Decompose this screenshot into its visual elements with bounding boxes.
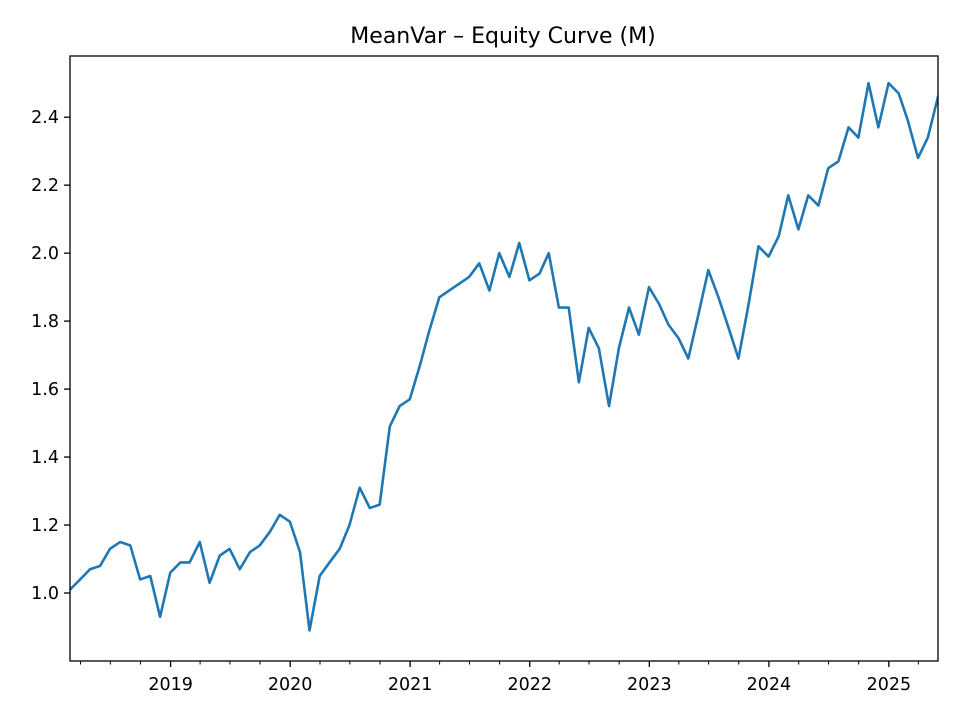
- x-tick-label: 2025: [867, 675, 912, 695]
- y-tick-label: 1.6: [31, 380, 59, 400]
- y-tick-label: 2.4: [31, 108, 59, 128]
- y-tick-label: 1.0: [31, 584, 59, 604]
- y-axis: 1.0 1.2 1.4 1.6 1.8 2.0 2.2 2.4: [31, 108, 70, 604]
- chart-title: MeanVar – Equity Curve (M): [350, 24, 655, 49]
- x-axis: 2019 2020 2021 2022 2023 2024 2025: [79, 661, 919, 695]
- y-tick-label: 2.2: [31, 176, 59, 196]
- y-tick-label: 1.2: [31, 516, 59, 536]
- x-tick-label: 2019: [148, 675, 193, 695]
- equity-curve-line: [70, 81, 938, 632]
- x-tick-label: 2021: [388, 675, 433, 695]
- x-tick-label: 2023: [627, 675, 672, 695]
- x-tick-label: 2020: [268, 675, 313, 695]
- x-tick-label: 2024: [747, 675, 792, 695]
- plot-frame: [69, 55, 939, 662]
- y-tick-label: 2.0: [31, 244, 59, 264]
- series-layer: [70, 81, 938, 632]
- y-tick-label: 1.4: [31, 448, 59, 468]
- x-tick-label: 2022: [507, 675, 552, 695]
- y-tick-label: 1.8: [31, 312, 59, 332]
